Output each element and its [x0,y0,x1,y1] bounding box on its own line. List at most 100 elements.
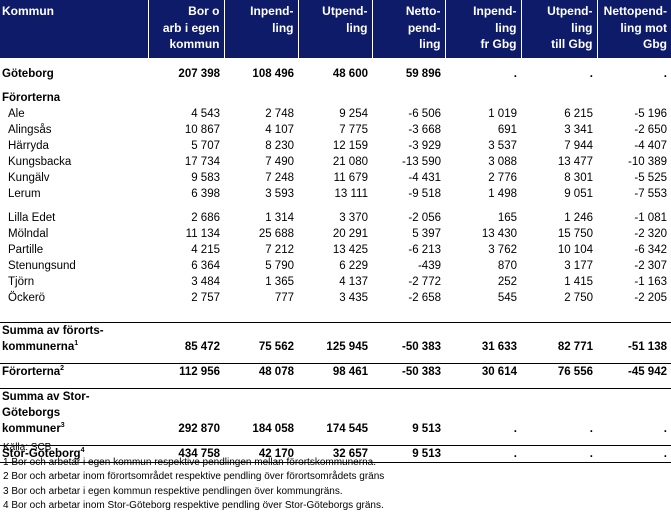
cell: 3 177 [564,260,593,272]
table-row: Göteborg 207 398 108 496 48 600 59 896 .… [0,66,671,82]
footnote-2: 2 Bor och arbetar inom förortsområdet re… [3,471,385,483]
cell: 76 556 [521,363,597,380]
cell: -7 553 [634,188,667,200]
cell: -2 056 [408,212,441,224]
cell-kommun: Summa av förorts- kommunerna1 [0,322,148,355]
footnote-1: 1 Bor och arbetar i egen kommun respekti… [3,456,376,468]
cell: 7 490 [265,156,294,168]
cell: 21 080 [332,156,368,168]
summa-stor-goteborg-row: Summa av Stor-Göteborgs kommuner3 292 87… [0,388,671,437]
cell: . [445,445,521,463]
header-nettopendling-mot-gbg: Nettopend- ling mot Gbg [603,4,667,51]
cell: 1 415 [564,276,593,288]
cell-kommun: Lilla Edet [8,212,56,224]
cell: 3 341 [564,124,593,136]
cell: 13 430 [481,228,517,240]
cell: . [663,68,667,80]
cell: 9 051 [564,188,593,200]
cell: 5 790 [265,260,294,272]
cell: -2 320 [634,228,667,240]
cell: -2 307 [634,260,667,272]
cell: 11 679 [333,172,368,184]
cell: 174 545 [298,388,372,437]
cell: . [521,445,597,463]
cell: 184 058 [224,388,298,437]
header-bor-arb: Bor o arb i egen kommun [148,0,225,58]
cell: 4 543 [191,108,220,120]
cell: -3 929 [408,140,441,152]
cell-kommun: Alingsås [8,124,52,136]
cell: 870 [497,260,517,272]
cell: -1 163 [634,276,667,288]
cell: 10 104 [557,244,593,256]
cell: . [597,445,671,463]
footnotes: Källa: SCB 1 Bor och arbetar i egen komm… [3,441,384,514]
commuting-table: Kommun Bor o arb i egen kommun Inpend- l… [0,0,671,463]
cell: 5 707 [191,140,220,152]
cell: 17 734 [184,156,220,168]
cell: 48 078 [224,363,298,380]
header-utpendling-till-gbg: Utpend- ling till Gbg [521,0,598,58]
stor-goteborg-row: Stor-Göteborg4 434 758 42 170 32 657 9 5… [0,445,671,463]
table-row: Tjörn 3 484 1 365 4 137 -2 772 252 1 415 -1 163 [0,274,671,290]
cell: 82 771 [521,322,597,355]
cell: -3 668 [408,124,441,136]
cell-kommun: Stenungsund [8,260,76,272]
cell-kommun: Förorterna2 [0,363,148,380]
cell: -51 138 [597,322,671,355]
cell: -6 213 [408,244,441,256]
cell: 8 230 [265,140,294,152]
cell: 165 [497,212,517,224]
cell: 108 496 [252,68,294,80]
cell-kommun: Tjörn [8,276,35,288]
cell: 1 498 [488,188,517,200]
table-row: Partille 4 215 7 212 13 425 -6 213 3 762 10 10… [0,242,671,258]
cell-kommun: Kungälv [8,172,50,184]
cell: -2 772 [408,276,441,288]
cell: 13 477 [557,156,593,168]
cell: 32 657 [298,445,372,463]
cell: . [597,388,671,437]
cell: 1 314 [265,212,294,224]
cell: 1 365 [265,276,294,288]
header-inpendling: Inpend- ling [224,0,299,58]
table-body: Göteborg 207 398 108 496 48 600 59 896 .… [0,58,671,463]
cell: 42 170 [224,445,298,463]
cell: . [445,388,521,437]
footnote-4: 4 Bor och arbetar inom Stor-Göteborg res… [3,500,384,512]
cell: 2 750 [564,292,593,304]
cell: 3 484 [191,276,220,288]
cell-kommun: Lerum [8,188,41,200]
cell: . [589,68,593,80]
cell: -5 196 [634,108,667,120]
cell-kommun: Summa av Stor-Göteborgs kommuner3 [0,388,148,437]
cell: 6 364 [191,260,220,272]
cell: 4 137 [339,276,368,288]
cell: -9 518 [408,188,441,200]
header-utpendling: Utpend- ling [298,0,373,58]
cell: 9 513 [372,388,445,437]
cell: 20 291 [332,228,368,240]
cell: 48 600 [332,68,368,80]
cell: 9 583 [191,172,220,184]
cell: 98 461 [298,363,372,380]
cell: 6 229 [339,260,368,272]
source-note: Källa: SCB [3,442,52,453]
cell: 112 956 [148,363,224,380]
cell: -6 506 [408,108,441,120]
cell: 30 614 [445,363,521,380]
footnote-3: 3 Bor och arbetar i egen kommun respekti… [3,485,343,497]
cell: -50 383 [372,363,445,380]
cell: 31 633 [445,322,521,355]
cell: 13 425 [332,244,368,256]
cell-kommun: Ale [8,108,25,120]
cell: -10 389 [627,156,667,168]
table-row: Kungsbacka 17 734 7 490 21 080 -13 590 3 088 1… [0,154,671,170]
header-kommun: Kommun [0,0,149,58]
cell: 434 758 [148,445,224,463]
table-row: Ale 4 543 2 748 9 254 -6 506 1 019 6 215 -5 196 [0,106,671,122]
table-row: Öckerö 2 757 777 3 435 -2 658 545 2 750 -2 205 [0,290,671,306]
cell: 3 435 [339,292,368,304]
cell: 4 107 [265,124,294,136]
